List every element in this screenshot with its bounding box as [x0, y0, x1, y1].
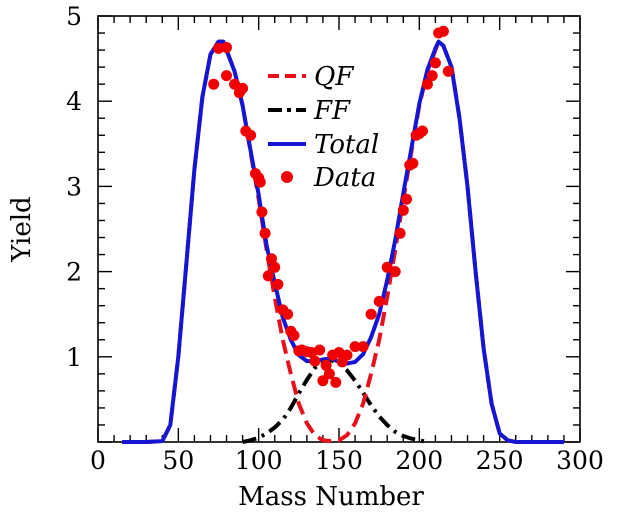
data-point: [266, 253, 277, 265]
data-point: [309, 355, 321, 367]
data-point: [401, 193, 412, 205]
data-point: [437, 25, 449, 37]
data-point: [323, 368, 335, 380]
data-point: [426, 70, 438, 82]
data-point: [394, 227, 406, 239]
data-point: [330, 376, 342, 388]
data-point: [282, 308, 294, 320]
data-point: [320, 359, 332, 371]
series-line-ff: [242, 357, 428, 444]
y-axis-title: Yield: [7, 196, 37, 262]
data-point: [245, 129, 257, 141]
x-tick-label: 150: [315, 446, 363, 475]
data-point: [429, 57, 441, 69]
data-point: [421, 78, 433, 90]
y-tick-label: 3: [66, 172, 82, 201]
y-tick-label: 5: [66, 2, 82, 31]
data-point: [254, 176, 266, 188]
data-point: [221, 70, 232, 82]
x-tick-label: 100: [235, 446, 283, 475]
data-point: [349, 341, 361, 353]
data-point: [357, 341, 369, 353]
y-tick-label: 4: [66, 87, 82, 116]
x-tick-label: 50: [162, 446, 194, 475]
data-point: [341, 349, 353, 361]
data-point: [237, 82, 249, 94]
data-point: [442, 65, 454, 77]
data-point: [213, 42, 224, 54]
plot-area: [122, 25, 564, 444]
data-point: [314, 344, 326, 356]
x-tick-label: 250: [476, 446, 524, 475]
data-point: [272, 278, 284, 290]
data-point: [389, 266, 401, 278]
data-point: [288, 330, 300, 341]
data-point: [259, 227, 271, 239]
x-axis-title: Mass Number: [238, 482, 424, 510]
data-point: [417, 125, 428, 137]
series-line-qf: [122, 39, 564, 444]
data-point: [262, 270, 274, 282]
legend-label-qf: QF: [314, 62, 354, 92]
legend-label-total: Total: [314, 130, 379, 160]
legend-swatch-data: [281, 171, 293, 183]
legend-label-ff: FF: [313, 96, 351, 126]
x-tick-label: 300: [556, 446, 604, 475]
data-point: [365, 308, 377, 320]
data-point: [407, 157, 419, 169]
y-tick-label: 2: [66, 258, 82, 287]
data-point: [269, 261, 281, 273]
data-point: [317, 375, 329, 387]
legend-label-data: Data: [313, 163, 376, 193]
ticks-layer: 0 50 100 150 200 250 300 1 2 3 4 5: [66, 2, 604, 475]
y-tick-label: 1: [66, 343, 82, 372]
data-point: [221, 42, 232, 53]
x-tick-label: 200: [395, 446, 443, 475]
data-point: [208, 78, 220, 90]
data-point: [397, 204, 409, 216]
data-point: [256, 206, 268, 218]
data-point: [373, 295, 385, 307]
x-tick-label: 0: [90, 446, 106, 475]
